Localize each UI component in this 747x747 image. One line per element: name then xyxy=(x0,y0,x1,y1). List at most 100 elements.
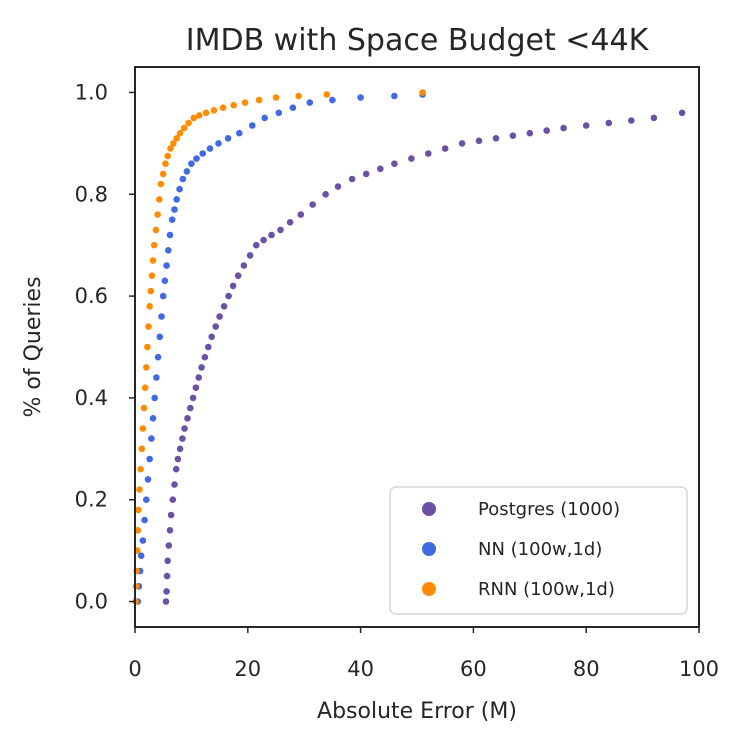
point-postgres xyxy=(297,211,305,218)
point-postgres xyxy=(628,117,635,124)
point-postgres xyxy=(166,527,174,534)
point-postgres xyxy=(475,137,483,145)
point-postgres xyxy=(425,150,432,157)
point-nn xyxy=(139,537,147,544)
series-nn xyxy=(134,91,426,605)
point-rnn xyxy=(210,107,218,114)
point-postgres xyxy=(163,572,171,580)
point-nn xyxy=(206,145,214,152)
point-postgres xyxy=(543,127,550,134)
point-nn xyxy=(156,333,164,341)
point-postgres xyxy=(582,122,590,129)
point-nn xyxy=(193,155,200,162)
series-rnn xyxy=(132,89,426,605)
point-postgres xyxy=(208,333,215,341)
point-rnn xyxy=(135,506,142,514)
point-postgres xyxy=(246,252,254,259)
point-postgres xyxy=(650,114,658,122)
point-postgres xyxy=(201,353,209,361)
point-rnn xyxy=(173,135,180,142)
point-postgres xyxy=(348,175,356,183)
point-postgres xyxy=(322,191,329,198)
point-nn xyxy=(236,129,243,137)
y-tick-label: 0.6 xyxy=(75,284,108,308)
point-rnn xyxy=(196,112,203,119)
point-rnn xyxy=(159,170,167,178)
legend-marker-nn xyxy=(422,542,436,556)
point-nn xyxy=(137,552,145,559)
point-rnn xyxy=(141,384,149,392)
x-tick-label: 60 xyxy=(460,657,487,681)
point-nn xyxy=(165,247,172,254)
y-tick-label: 0.2 xyxy=(75,488,108,512)
x-tick-label: 20 xyxy=(234,657,261,681)
point-nn xyxy=(144,476,152,483)
point-nn xyxy=(199,150,206,157)
point-rnn xyxy=(134,527,142,534)
point-rnn xyxy=(149,257,157,264)
point-rnn xyxy=(272,94,280,101)
chart-title: IMDB with Space Budget <44K xyxy=(186,23,650,58)
point-rnn xyxy=(139,425,147,432)
point-rnn xyxy=(230,101,237,109)
point-rnn xyxy=(137,465,144,473)
point-nn xyxy=(148,435,155,442)
series-postgres xyxy=(162,109,686,605)
point-rnn xyxy=(170,140,177,147)
point-postgres xyxy=(560,124,567,132)
point-nn xyxy=(215,140,222,147)
point-nn xyxy=(289,104,297,111)
point-postgres xyxy=(187,404,194,412)
point-postgres xyxy=(225,292,232,300)
point-nn xyxy=(151,394,158,402)
point-rnn xyxy=(146,303,153,310)
point-postgres xyxy=(176,445,184,453)
point-rnn xyxy=(143,364,150,371)
point-nn xyxy=(149,415,157,422)
point-rnn xyxy=(152,226,160,234)
point-nn xyxy=(249,122,256,129)
point-nn xyxy=(188,160,195,167)
point-nn xyxy=(306,99,314,106)
point-rnn xyxy=(167,145,174,152)
point-postgres xyxy=(678,109,686,117)
point-rnn xyxy=(162,160,169,167)
point-nn xyxy=(173,196,180,203)
y-axis-label: % of Queries xyxy=(21,276,46,417)
point-postgres xyxy=(192,384,200,392)
point-postgres xyxy=(334,183,342,190)
point-postgres xyxy=(167,511,175,519)
point-rnn xyxy=(419,89,426,96)
point-postgres xyxy=(174,455,182,463)
point-postgres xyxy=(277,226,284,234)
point-postgres xyxy=(309,201,317,208)
point-postgres xyxy=(362,170,370,178)
point-rnn xyxy=(148,272,156,280)
point-rnn xyxy=(202,109,210,117)
legend: Postgres (1000) NN (100w,1d) RNN (100w,1… xyxy=(389,486,688,615)
point-nn xyxy=(146,455,153,463)
point-postgres xyxy=(195,374,202,381)
point-postgres xyxy=(205,343,212,351)
point-rnn xyxy=(219,104,227,111)
point-rnn xyxy=(144,343,151,351)
point-rnn xyxy=(138,445,146,453)
point-rnn xyxy=(145,323,152,330)
point-postgres xyxy=(172,465,180,473)
legend-marker-postgres xyxy=(422,502,436,516)
point-rnn xyxy=(140,404,148,412)
point-nn xyxy=(154,353,162,361)
point-rnn xyxy=(156,196,163,203)
point-nn xyxy=(261,114,269,122)
point-postgres xyxy=(252,241,260,249)
point-rnn xyxy=(150,241,158,249)
point-postgres xyxy=(212,323,219,330)
point-rnn xyxy=(185,119,192,127)
point-rnn xyxy=(164,152,171,160)
point-postgres xyxy=(229,282,237,290)
point-postgres xyxy=(162,598,170,605)
point-postgres xyxy=(268,231,275,239)
point-postgres xyxy=(526,129,534,137)
point-rnn xyxy=(241,99,249,106)
point-postgres xyxy=(216,313,223,320)
